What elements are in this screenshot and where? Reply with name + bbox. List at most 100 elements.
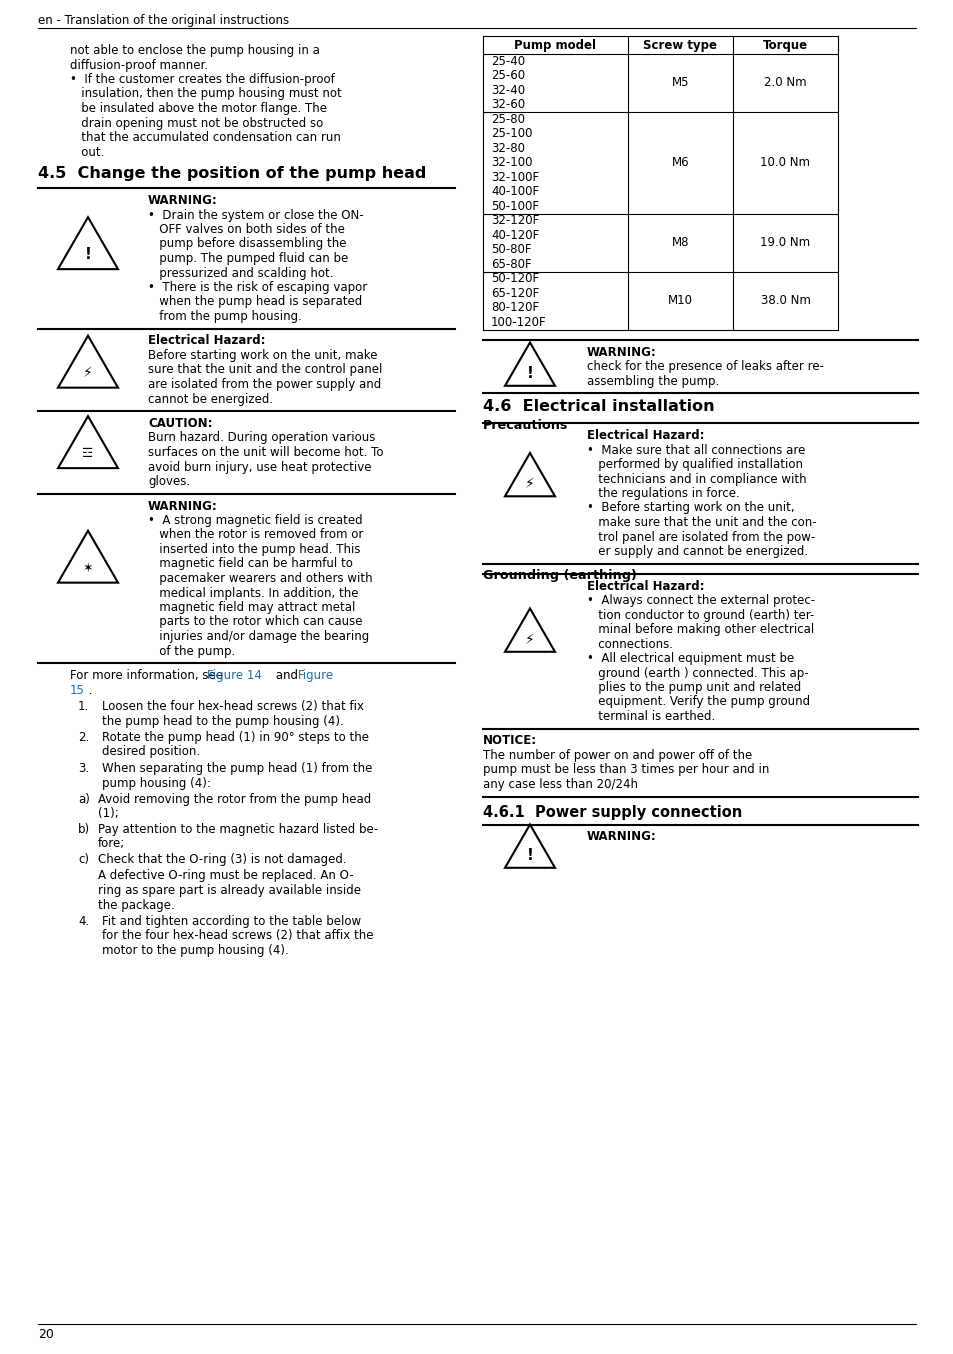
Text: pump. The pumped fluid can be: pump. The pumped fluid can be: [148, 252, 348, 265]
Text: gloves.: gloves.: [148, 475, 190, 487]
Text: WARNING:: WARNING:: [148, 500, 217, 513]
Text: Torque: Torque: [762, 38, 807, 51]
Text: •  Before starting work on the unit,: • Before starting work on the unit,: [586, 501, 794, 515]
Text: Electrical Hazard:: Electrical Hazard:: [586, 580, 703, 593]
Text: 65-120F: 65-120F: [491, 287, 538, 299]
Text: 40-120F: 40-120F: [491, 229, 538, 242]
Text: when the pump head is separated: when the pump head is separated: [148, 295, 362, 309]
Text: ring as spare part is already available inside: ring as spare part is already available …: [98, 884, 360, 896]
Text: CAUTION:: CAUTION:: [148, 417, 213, 431]
Text: 38.0 Nm: 38.0 Nm: [760, 294, 810, 307]
Text: fore;: fore;: [98, 838, 125, 850]
Text: !: !: [85, 246, 91, 263]
Text: medical implants. In addition, the: medical implants. In addition, the: [148, 586, 358, 600]
Text: 2.: 2.: [78, 731, 90, 743]
Text: Avoid removing the rotor from the pump head: Avoid removing the rotor from the pump h…: [98, 793, 371, 806]
Text: Screw type: Screw type: [643, 38, 717, 51]
Text: Pump model: Pump model: [514, 38, 596, 51]
Text: surfaces on the unit will become hot. To: surfaces on the unit will become hot. To: [148, 445, 383, 459]
Text: For more information, see: For more information, see: [70, 669, 227, 682]
Text: the regulations in force.: the regulations in force.: [586, 487, 739, 500]
Text: Loosen the four hex-head screws (2) that fix: Loosen the four hex-head screws (2) that…: [102, 700, 364, 714]
Text: 50-100F: 50-100F: [491, 200, 538, 213]
Text: Figure: Figure: [297, 669, 334, 682]
Text: OFF valves on both sides of the: OFF valves on both sides of the: [148, 223, 345, 236]
Text: connections.: connections.: [586, 638, 672, 650]
Text: Check that the O-ring (3) is not damaged.: Check that the O-ring (3) is not damaged…: [98, 853, 346, 867]
Text: 15: 15: [70, 684, 85, 696]
Text: 4.5  Change the position of the pump head: 4.5 Change the position of the pump head: [38, 167, 426, 181]
Text: make sure that the unit and the con-: make sure that the unit and the con-: [586, 516, 816, 529]
Text: injuries and/or damage the bearing: injuries and/or damage the bearing: [148, 630, 369, 643]
Text: 25-40: 25-40: [491, 54, 524, 68]
Text: avoid burn injury, use heat protective: avoid burn injury, use heat protective: [148, 460, 371, 474]
Text: the package.: the package.: [98, 899, 174, 911]
Text: pump before disassembling the: pump before disassembling the: [148, 237, 346, 250]
Text: er supply and cannot be energized.: er supply and cannot be energized.: [586, 546, 807, 558]
Text: Figure 14: Figure 14: [207, 669, 262, 682]
Text: 20: 20: [38, 1328, 53, 1340]
Text: sure that the unit and the control panel: sure that the unit and the control panel: [148, 363, 382, 376]
Text: ☲: ☲: [82, 447, 93, 460]
Text: when the rotor is removed from or: when the rotor is removed from or: [148, 528, 363, 542]
Text: that the accumulated condensation can run: that the accumulated condensation can ru…: [70, 131, 340, 144]
Text: !: !: [526, 848, 533, 862]
Text: the pump head to the pump housing (4).: the pump head to the pump housing (4).: [102, 715, 343, 727]
Text: 25-100: 25-100: [491, 127, 532, 141]
Text: desired position.: desired position.: [102, 746, 200, 758]
Text: performed by qualified installation: performed by qualified installation: [586, 458, 802, 471]
Text: (1);: (1);: [98, 807, 118, 821]
Text: •  Make sure that all connections are: • Make sure that all connections are: [586, 444, 804, 456]
Text: pressurized and scalding hot.: pressurized and scalding hot.: [148, 267, 334, 279]
Text: plies to the pump unit and related: plies to the pump unit and related: [586, 681, 801, 695]
Text: When separating the pump head (1) from the: When separating the pump head (1) from t…: [102, 762, 372, 774]
Text: 2.0 Nm: 2.0 Nm: [763, 76, 806, 89]
Text: ⚡: ⚡: [524, 632, 535, 647]
Text: motor to the pump housing (4).: motor to the pump housing (4).: [102, 944, 289, 957]
Text: cannot be energized.: cannot be energized.: [148, 393, 273, 405]
Text: pacemaker wearers and others with: pacemaker wearers and others with: [148, 571, 373, 585]
Text: parts to the rotor which can cause: parts to the rotor which can cause: [148, 616, 362, 628]
Text: 4.6.1  Power supply connection: 4.6.1 Power supply connection: [482, 804, 741, 819]
Text: •  If the customer creates the diffusion-proof: • If the customer creates the diffusion-…: [70, 73, 335, 87]
Text: and: and: [272, 669, 301, 682]
Text: 40-100F: 40-100F: [491, 185, 538, 198]
Text: ⚡: ⚡: [524, 477, 535, 492]
Text: •  All electrical equipment must be: • All electrical equipment must be: [586, 653, 794, 665]
Text: pump housing (4):: pump housing (4):: [102, 776, 211, 789]
Text: 32-100: 32-100: [491, 156, 532, 169]
Text: equipment. Verify the pump ground: equipment. Verify the pump ground: [586, 696, 809, 708]
Text: tion conductor to ground (earth) ter-: tion conductor to ground (earth) ter-: [586, 608, 814, 621]
Text: 32-120F: 32-120F: [491, 214, 538, 227]
Text: 25-80: 25-80: [491, 112, 524, 126]
Text: Electrical Hazard:: Electrical Hazard:: [148, 334, 265, 348]
Text: .: .: [85, 684, 92, 696]
Text: are isolated from the power supply and: are isolated from the power supply and: [148, 378, 381, 391]
Text: out.: out.: [70, 145, 104, 158]
Text: magnetic field may attract metal: magnetic field may attract metal: [148, 601, 355, 613]
Text: NOTICE:: NOTICE:: [482, 734, 537, 747]
Text: 19.0 Nm: 19.0 Nm: [760, 236, 810, 249]
Text: Rotate the pump head (1) in 90° steps to the: Rotate the pump head (1) in 90° steps to…: [102, 731, 369, 743]
Text: c): c): [78, 853, 89, 867]
Text: 32-40: 32-40: [491, 84, 524, 96]
Text: WARNING:: WARNING:: [148, 194, 217, 207]
Text: trol panel are isolated from the pow-: trol panel are isolated from the pow-: [586, 531, 815, 543]
Text: terminal is earthed.: terminal is earthed.: [586, 709, 715, 723]
Text: Precautions: Precautions: [482, 418, 568, 432]
Text: The number of power on and power off of the: The number of power on and power off of …: [482, 749, 752, 762]
Text: technicians and in compliance with: technicians and in compliance with: [586, 473, 806, 486]
Text: ground (earth ) connected. This ap-: ground (earth ) connected. This ap-: [586, 666, 808, 680]
Text: Before starting work on the unit, make: Before starting work on the unit, make: [148, 349, 377, 362]
Text: 1.: 1.: [78, 700, 90, 714]
Text: be insulated above the motor flange. The: be insulated above the motor flange. The: [70, 102, 327, 115]
Text: A defective O-ring must be replaced. An O-: A defective O-ring must be replaced. An …: [98, 869, 354, 883]
Text: 4.: 4.: [78, 915, 90, 927]
Text: 3.: 3.: [78, 762, 89, 774]
Text: assembling the pump.: assembling the pump.: [586, 375, 719, 387]
Text: diffusion-proof manner.: diffusion-proof manner.: [70, 58, 208, 72]
Text: insulation, then the pump housing must not: insulation, then the pump housing must n…: [70, 88, 341, 100]
Text: !: !: [526, 366, 533, 382]
Text: for the four hex-head screws (2) that affix the: for the four hex-head screws (2) that af…: [102, 929, 374, 942]
Text: Grounding (earthing): Grounding (earthing): [482, 570, 637, 582]
